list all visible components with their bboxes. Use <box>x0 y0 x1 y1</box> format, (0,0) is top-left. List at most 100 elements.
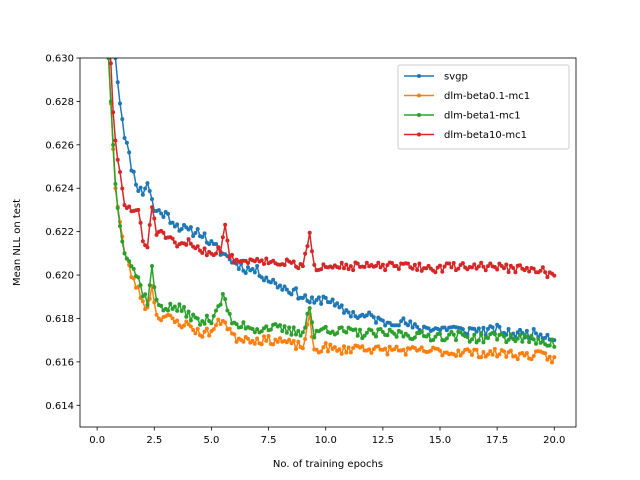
data-point <box>426 326 431 331</box>
data-point <box>552 355 557 360</box>
data-point <box>303 325 308 330</box>
data-point <box>316 295 321 300</box>
data-point <box>175 222 180 227</box>
data-point <box>383 268 388 273</box>
data-point <box>296 328 301 333</box>
data-point <box>492 346 497 351</box>
x-axis: 0.0 2.5 5.0 7.5 10.0 12.5 15.0 17.5 20.0 <box>89 427 565 446</box>
data-point <box>216 245 221 250</box>
data-point <box>300 264 305 269</box>
data-point <box>472 332 477 337</box>
x-tick-label: 0.0 <box>89 435 105 446</box>
data-point <box>476 264 481 269</box>
legend-label: dlm-beta10-mc1 <box>444 130 527 141</box>
data-point <box>488 261 493 266</box>
data-point <box>259 258 264 263</box>
data-point <box>259 275 264 280</box>
data-point <box>236 266 241 271</box>
data-point <box>401 334 406 339</box>
data-point <box>147 188 152 193</box>
data-point <box>191 312 196 317</box>
data-point <box>353 327 358 332</box>
data-point <box>284 330 289 335</box>
legend-label: dlm-beta0.1-mc1 <box>444 91 530 102</box>
data-point <box>218 302 223 307</box>
data-point <box>458 353 463 358</box>
data-point <box>380 318 385 323</box>
data-point <box>474 329 479 334</box>
legend-entry: svgp <box>404 72 468 83</box>
x-tick-label: 2.5 <box>146 435 162 446</box>
data-point <box>252 270 257 275</box>
data-point <box>438 328 442 333</box>
data-point <box>550 337 554 342</box>
data-point <box>147 283 152 288</box>
data-point <box>202 231 207 236</box>
data-point <box>127 204 132 209</box>
data-point <box>200 319 205 324</box>
data-point <box>545 332 550 337</box>
data-point <box>305 311 310 316</box>
data-point <box>282 324 287 329</box>
data-point <box>399 319 404 324</box>
data-point <box>337 347 342 352</box>
data-point <box>271 277 276 282</box>
data-point <box>396 323 401 328</box>
data-point <box>145 302 150 307</box>
data-point <box>246 260 250 265</box>
data-point <box>127 150 132 155</box>
data-point <box>232 260 237 265</box>
data-point <box>513 354 518 359</box>
data-point <box>380 329 385 334</box>
data-point <box>241 320 246 325</box>
data-point <box>122 136 127 141</box>
data-point <box>394 264 399 269</box>
data-point <box>415 267 420 272</box>
y-tick-label: 0.628 <box>45 97 74 108</box>
data-point <box>447 261 452 266</box>
data-point <box>310 320 314 325</box>
data-point <box>531 266 536 271</box>
data-point <box>273 281 278 286</box>
data-point <box>410 266 415 271</box>
data-point <box>266 333 271 338</box>
data-point <box>195 227 200 232</box>
legend: svgp dlm-beta0.1-mc1 dlm-beta1-mc1 dlm-beta… <box>397 64 570 150</box>
data-point <box>451 332 456 337</box>
data-point <box>161 230 166 235</box>
data-point <box>182 305 186 309</box>
legend-label: svgp <box>444 72 468 83</box>
data-point <box>200 251 205 256</box>
data-point <box>156 208 161 213</box>
data-point <box>305 244 310 249</box>
data-point <box>534 331 538 336</box>
data-point <box>223 320 228 325</box>
data-point <box>296 266 301 271</box>
data-point <box>188 241 193 246</box>
data-point <box>223 297 228 302</box>
data-point <box>294 347 298 352</box>
data-point <box>483 268 488 273</box>
data-point <box>147 223 152 228</box>
data-point <box>390 260 394 265</box>
data-point <box>444 336 449 341</box>
data-point <box>218 249 223 254</box>
data-point <box>264 324 269 329</box>
data-point <box>289 292 294 297</box>
data-point <box>543 270 548 275</box>
data-point <box>383 346 388 351</box>
y-tick-label: 0.624 <box>45 184 74 195</box>
y-axis: 0.614 0.616 0.618 0.620 0.622 0.624 0.626 0.628… <box>45 54 80 412</box>
data-point <box>319 267 324 272</box>
data-point <box>166 211 170 216</box>
data-point <box>426 332 431 337</box>
data-point <box>303 251 308 256</box>
x-tick-label: 20.0 <box>543 435 565 446</box>
data-point <box>495 337 500 342</box>
data-point <box>497 324 502 329</box>
data-point <box>150 205 154 210</box>
data-point <box>518 327 522 332</box>
legend-swatch-marker <box>417 93 421 98</box>
data-point <box>188 318 193 323</box>
data-point <box>207 242 212 247</box>
